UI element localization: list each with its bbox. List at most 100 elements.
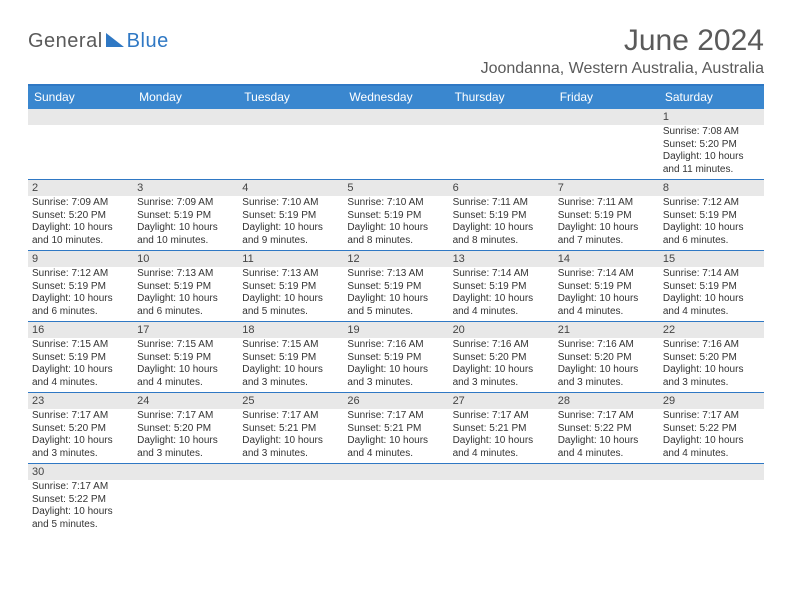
- week-4-details: Sunrise: 7:17 AMSunset: 5:20 PMDaylight:…: [28, 409, 764, 464]
- detail-10: Sunrise: 7:13 AMSunset: 5:19 PMDaylight:…: [133, 267, 238, 321]
- sunrise: Sunrise: 7:11 AM: [558, 197, 655, 210]
- daynum-blank: [133, 109, 238, 125]
- daylight: Daylight: 10 hours and 3 minutes.: [453, 364, 550, 389]
- sunrise: Sunrise: 7:14 AM: [558, 268, 655, 281]
- daynum-3: 3: [133, 180, 238, 196]
- daynum-18: 18: [238, 322, 343, 338]
- sunset: Sunset: 5:19 PM: [137, 352, 234, 365]
- detail-blank: [449, 125, 554, 179]
- detail-blank: [238, 480, 343, 534]
- daylight: Daylight: 10 hours and 9 minutes.: [242, 222, 339, 247]
- sunrise: Sunrise: 7:16 AM: [558, 339, 655, 352]
- sunrise: Sunrise: 7:15 AM: [242, 339, 339, 352]
- daynum-blank: [554, 109, 659, 125]
- calendar-grid: SundayMondayTuesdayWednesdayThursdayFrid…: [28, 84, 764, 534]
- daynum-4: 4: [238, 180, 343, 196]
- dow-saturday: Saturday: [659, 86, 764, 109]
- week-4-daynums: 23242526272829: [28, 393, 764, 409]
- daylight: Daylight: 10 hours and 4 minutes.: [663, 435, 760, 460]
- sail-icon: [106, 33, 124, 47]
- sunset: Sunset: 5:19 PM: [453, 281, 550, 294]
- week-3-daynums: 16171819202122: [28, 322, 764, 338]
- sunrise: Sunrise: 7:13 AM: [137, 268, 234, 281]
- month-title: June 2024: [481, 24, 764, 58]
- detail-18: Sunrise: 7:15 AMSunset: 5:19 PMDaylight:…: [238, 338, 343, 392]
- daynum-blank: [28, 109, 133, 125]
- sunrise: Sunrise: 7:16 AM: [663, 339, 760, 352]
- sunset: Sunset: 5:20 PM: [32, 210, 129, 223]
- sunrise: Sunrise: 7:08 AM: [663, 126, 760, 139]
- daylight: Daylight: 10 hours and 4 minutes.: [558, 293, 655, 318]
- sunrise: Sunrise: 7:13 AM: [347, 268, 444, 281]
- week-5-details: Sunrise: 7:17 AMSunset: 5:22 PMDaylight:…: [28, 480, 764, 534]
- sunset: Sunset: 5:19 PM: [137, 281, 234, 294]
- dow-monday: Monday: [133, 86, 238, 109]
- sunset: Sunset: 5:19 PM: [453, 210, 550, 223]
- daylight: Daylight: 10 hours and 7 minutes.: [558, 222, 655, 247]
- detail-11: Sunrise: 7:13 AMSunset: 5:19 PMDaylight:…: [238, 267, 343, 321]
- week-0-daynums: 1: [28, 109, 764, 125]
- sunset: Sunset: 5:20 PM: [663, 352, 760, 365]
- detail-16: Sunrise: 7:15 AMSunset: 5:19 PMDaylight:…: [28, 338, 133, 392]
- detail-14: Sunrise: 7:14 AMSunset: 5:19 PMDaylight:…: [554, 267, 659, 321]
- daylight: Daylight: 10 hours and 3 minutes.: [663, 364, 760, 389]
- detail-8: Sunrise: 7:12 AMSunset: 5:19 PMDaylight:…: [659, 196, 764, 250]
- daylight: Daylight: 10 hours and 4 minutes.: [137, 364, 234, 389]
- daylight: Daylight: 10 hours and 3 minutes.: [558, 364, 655, 389]
- daynum-26: 26: [343, 393, 448, 409]
- daynum-21: 21: [554, 322, 659, 338]
- sunrise: Sunrise: 7:15 AM: [32, 339, 129, 352]
- daynum-29: 29: [659, 393, 764, 409]
- daylight: Daylight: 10 hours and 10 minutes.: [137, 222, 234, 247]
- dow-thursday: Thursday: [449, 86, 554, 109]
- detail-27: Sunrise: 7:17 AMSunset: 5:21 PMDaylight:…: [449, 409, 554, 463]
- daynum-7: 7: [554, 180, 659, 196]
- daylight: Daylight: 10 hours and 6 minutes.: [663, 222, 760, 247]
- daylight: Daylight: 10 hours and 4 minutes.: [347, 435, 444, 460]
- sunrise: Sunrise: 7:16 AM: [453, 339, 550, 352]
- daynum-blank: [449, 464, 554, 480]
- daynum-blank: [238, 464, 343, 480]
- daynum-23: 23: [28, 393, 133, 409]
- sunrise: Sunrise: 7:16 AM: [347, 339, 444, 352]
- week-0-details: Sunrise: 7:08 AMSunset: 5:20 PMDaylight:…: [28, 125, 764, 180]
- sunset: Sunset: 5:21 PM: [453, 423, 550, 436]
- detail-28: Sunrise: 7:17 AMSunset: 5:22 PMDaylight:…: [554, 409, 659, 463]
- daylight: Daylight: 10 hours and 11 minutes.: [663, 151, 760, 176]
- sunrise: Sunrise: 7:17 AM: [242, 410, 339, 423]
- sunset: Sunset: 5:19 PM: [242, 352, 339, 365]
- detail-9: Sunrise: 7:12 AMSunset: 5:19 PMDaylight:…: [28, 267, 133, 321]
- sunset: Sunset: 5:19 PM: [663, 210, 760, 223]
- detail-13: Sunrise: 7:14 AMSunset: 5:19 PMDaylight:…: [449, 267, 554, 321]
- detail-26: Sunrise: 7:17 AMSunset: 5:21 PMDaylight:…: [343, 409, 448, 463]
- sunset: Sunset: 5:19 PM: [242, 210, 339, 223]
- sunset: Sunset: 5:19 PM: [663, 281, 760, 294]
- daynum-5: 5: [343, 180, 448, 196]
- daylight: Daylight: 10 hours and 6 minutes.: [137, 293, 234, 318]
- daylight: Daylight: 10 hours and 10 minutes.: [32, 222, 129, 247]
- detail-blank: [659, 480, 764, 534]
- daynum-12: 12: [343, 251, 448, 267]
- daynum-blank: [238, 109, 343, 125]
- calendar-page: General Blue June 2024 Joondanna, Wester…: [0, 0, 792, 534]
- daylight: Daylight: 10 hours and 4 minutes.: [663, 293, 760, 318]
- sunrise: Sunrise: 7:14 AM: [663, 268, 760, 281]
- detail-7: Sunrise: 7:11 AMSunset: 5:19 PMDaylight:…: [554, 196, 659, 250]
- detail-22: Sunrise: 7:16 AMSunset: 5:20 PMDaylight:…: [659, 338, 764, 392]
- daynum-11: 11: [238, 251, 343, 267]
- sunset: Sunset: 5:19 PM: [347, 281, 444, 294]
- sunrise: Sunrise: 7:10 AM: [347, 197, 444, 210]
- sunset: Sunset: 5:22 PM: [663, 423, 760, 436]
- detail-21: Sunrise: 7:16 AMSunset: 5:20 PMDaylight:…: [554, 338, 659, 392]
- dow-tuesday: Tuesday: [238, 86, 343, 109]
- detail-17: Sunrise: 7:15 AMSunset: 5:19 PMDaylight:…: [133, 338, 238, 392]
- week-2-daynums: 9101112131415: [28, 251, 764, 267]
- daynum-13: 13: [449, 251, 554, 267]
- sunrise: Sunrise: 7:17 AM: [558, 410, 655, 423]
- sunrise: Sunrise: 7:09 AM: [137, 197, 234, 210]
- header: General Blue June 2024 Joondanna, Wester…: [28, 24, 764, 78]
- sunrise: Sunrise: 7:17 AM: [347, 410, 444, 423]
- daylight: Daylight: 10 hours and 3 minutes.: [137, 435, 234, 460]
- sunrise: Sunrise: 7:12 AM: [32, 268, 129, 281]
- detail-blank: [343, 480, 448, 534]
